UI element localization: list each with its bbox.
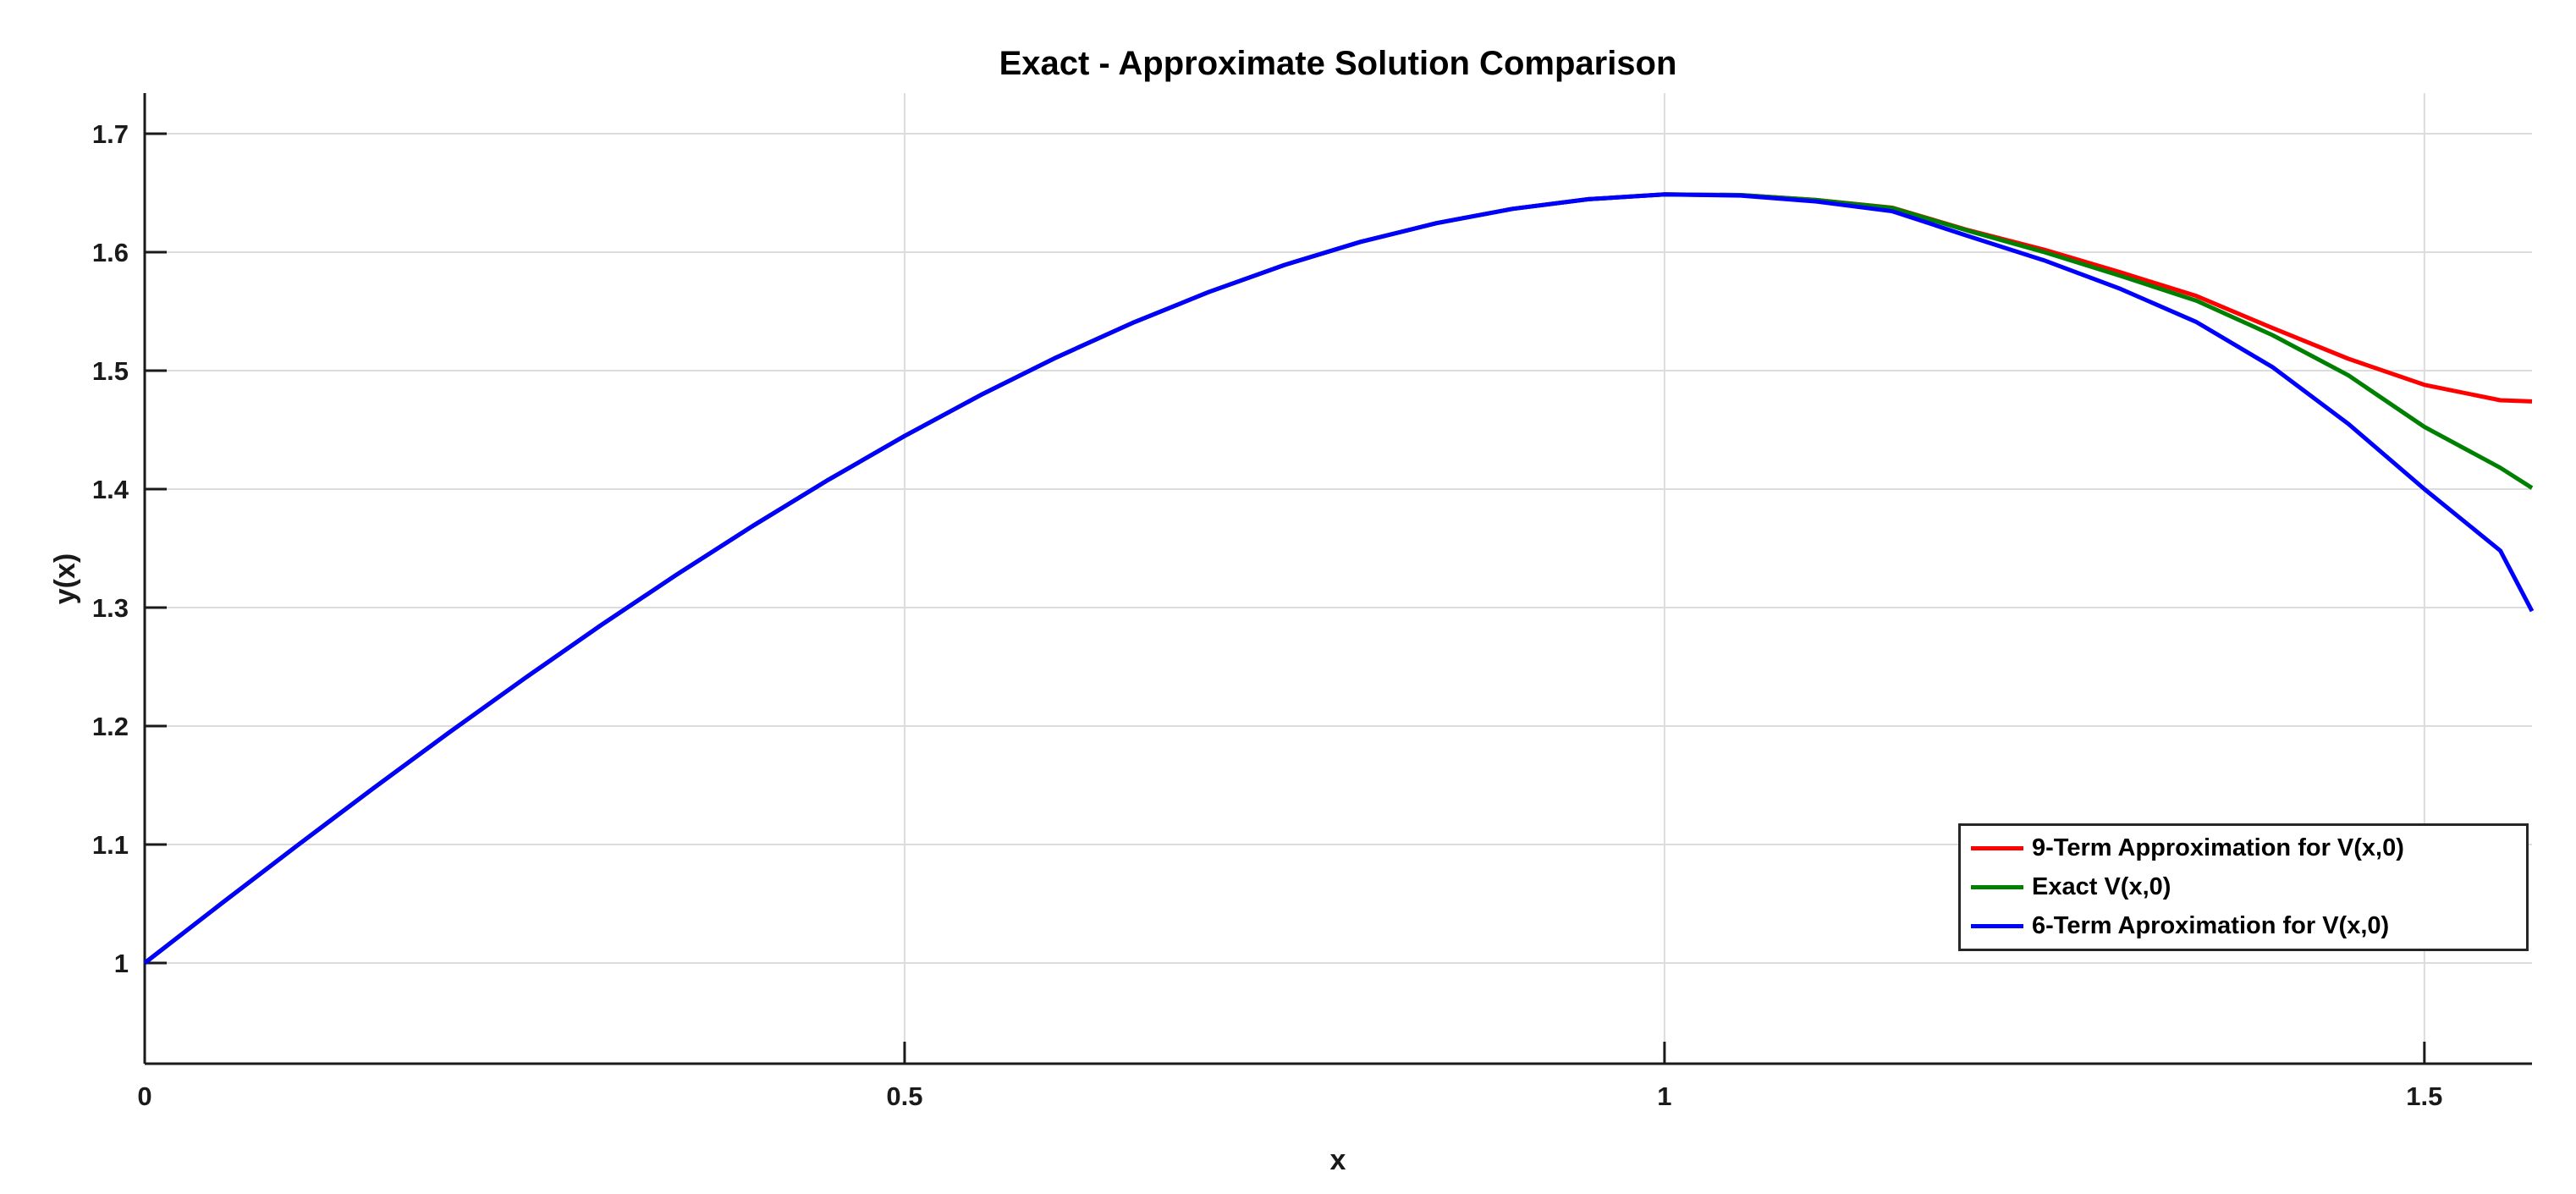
legend-item: 9-Term Approximation for V(x,0) <box>1971 830 2521 867</box>
data-curves <box>143 192 2535 965</box>
chart-title: Exact - Approximate Solution Comparison <box>999 45 1677 82</box>
legend-line-sample <box>1971 884 2023 889</box>
y-tick-label: 1.4 <box>92 475 129 504</box>
legend-line-sample <box>1971 846 2023 851</box>
x-tick-label: 0 <box>137 1081 151 1111</box>
x-tick-label: 1 <box>1657 1081 1671 1111</box>
y-tick-label: 1.2 <box>92 712 129 741</box>
x-tick-label: 0.5 <box>886 1081 922 1111</box>
x-tick-label: 1.5 <box>2406 1081 2442 1111</box>
y-tick-label: 1 <box>114 949 129 978</box>
y-tick-label: 1.3 <box>92 593 129 623</box>
curve-series-2 <box>143 192 2535 965</box>
legend-line-sample <box>1971 923 2023 928</box>
tick-marks <box>145 132 2426 1064</box>
tick-labels: 0 0.5 1 1.5 1 1.1 1.2 1.3 1.4 1.5 1.6 1.7 <box>92 119 2443 1111</box>
y-tick-label: 1.7 <box>92 119 129 149</box>
x-axis-label: x <box>1330 1144 1346 1176</box>
legend-item: 6-Term Aproximation for V(x,0) <box>1971 907 2521 944</box>
legend-item-label: 9-Term Approximation for V(x,0) <box>2032 834 2404 862</box>
legend-item-label: Exact V(x,0) <box>2032 872 2171 900</box>
grid-lines <box>145 93 2532 1064</box>
legend-box: 9-Term Approximation for V(x,0) Exact V(x… <box>1958 823 2529 951</box>
legend-item: Exact V(x,0) <box>1971 868 2521 905</box>
y-tick-label: 1.1 <box>92 830 129 860</box>
axes <box>143 93 2532 1065</box>
legend-item-label: 6-Term Aproximation for V(x,0) <box>2032 911 2390 939</box>
y-axis-label: y(x) <box>49 553 81 604</box>
y-tick-label: 1.6 <box>92 238 129 267</box>
y-tick-label: 1.5 <box>92 356 129 386</box>
